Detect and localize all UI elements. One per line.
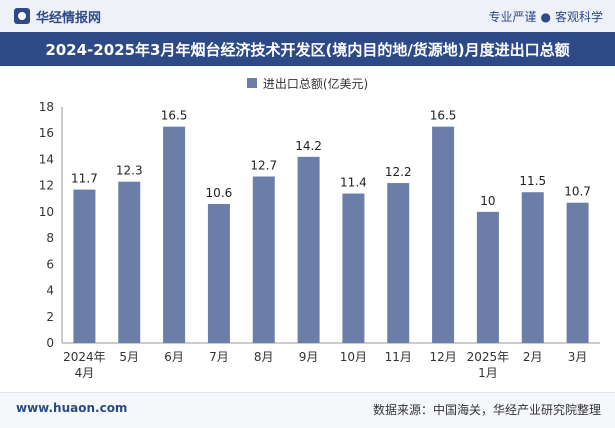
legend-label: 进出口总额(亿美元) — [262, 76, 369, 91]
bar — [476, 211, 499, 343]
bar-value-label: 12.3 — [116, 164, 143, 178]
bar — [252, 176, 275, 343]
x-tick-label: 5月 — [119, 350, 139, 364]
bar-value-label: 10.7 — [564, 185, 591, 199]
brand-name: 华经情报网 — [36, 10, 102, 26]
x-tick-label: 8月 — [254, 350, 274, 364]
bar-value-label: 11.4 — [340, 176, 367, 190]
bar — [566, 202, 589, 343]
bar — [207, 204, 230, 343]
bar — [521, 192, 544, 343]
bar-value-label: 12.7 — [250, 158, 277, 172]
brand[interactable]: 华经情报网 — [14, 7, 102, 26]
x-tick-label: 2024年 — [63, 350, 106, 364]
y-tick-label: 14 — [39, 152, 54, 166]
slogan-right: 客观科学 — [554, 10, 603, 24]
bar-value-label: 11.7 — [71, 172, 98, 186]
x-tick-label: 9月 — [299, 350, 319, 364]
bar-value-label: 16.5 — [161, 109, 188, 123]
y-tick-label: 0 — [46, 336, 54, 350]
bar-value-label: 11.5 — [519, 174, 546, 188]
x-tick-label: 4月 — [75, 366, 95, 380]
y-tick-label: 6 — [46, 257, 54, 271]
bar — [432, 126, 455, 344]
y-tick-label: 12 — [39, 179, 54, 193]
brand-logo-icon — [14, 8, 30, 24]
bar — [342, 193, 365, 343]
bar-value-label: 14.2 — [295, 139, 322, 153]
bar — [297, 156, 320, 343]
footer-source: 数据来源：中国海关，华经产业研究院整理 — [372, 403, 601, 417]
y-tick-label: 16 — [39, 126, 54, 140]
x-tick-label: 11月 — [385, 350, 412, 364]
bar-value-label: 10.6 — [206, 186, 233, 200]
slogan-dot: ● — [540, 10, 551, 24]
x-tick-label: 2月 — [523, 350, 543, 364]
y-tick-label: 4 — [46, 284, 54, 298]
slogan: 专业严谨 ● 客观科学 — [488, 8, 603, 25]
bar-value-label: 12.2 — [385, 165, 412, 179]
x-tick-label: 2025年 — [467, 350, 510, 364]
bar — [73, 189, 96, 343]
chart-title: 2024-2025年3月年烟台经济技术开发区(境内目的地/货源地)月度进出口总额 — [0, 32, 615, 66]
x-tick-label: 3月 — [568, 350, 588, 364]
bar — [387, 183, 410, 343]
y-tick-label: 18 — [39, 100, 54, 114]
footer: www.huaon.com 数据来源：中国海关，华经产业研究院整理 — [0, 392, 615, 428]
bar — [163, 126, 186, 344]
x-tick-label: 1月 — [478, 366, 498, 380]
slogan-left: 专业严谨 — [488, 10, 537, 24]
bar-chart: 0 2 4 6 8 10 12 14 16 18 11.7 2024年 4月 12.3 5月 16.5 6月 10… — [39, 100, 600, 380]
bar — [118, 181, 141, 343]
y-tick-label: 8 — [46, 231, 54, 245]
top-bar: 华经情报网 专业严谨 ● 客观科学 — [0, 0, 615, 32]
x-tick-label: 6月 — [164, 350, 184, 364]
x-tick-label: 10月 — [340, 350, 367, 364]
legend-swatch — [246, 78, 257, 88]
x-tick-label: 7月 — [209, 350, 229, 364]
y-tick-label: 10 — [39, 205, 54, 219]
x-tick-label: 12月 — [429, 350, 456, 364]
bar-value-label: 16.5 — [430, 109, 457, 123]
legend: 进出口总额(亿美元) — [0, 74, 615, 92]
footer-url[interactable]: www.huaon.com — [16, 401, 128, 415]
y-tick-label: 2 — [46, 310, 54, 324]
bar-value-label: 10 — [480, 194, 495, 208]
